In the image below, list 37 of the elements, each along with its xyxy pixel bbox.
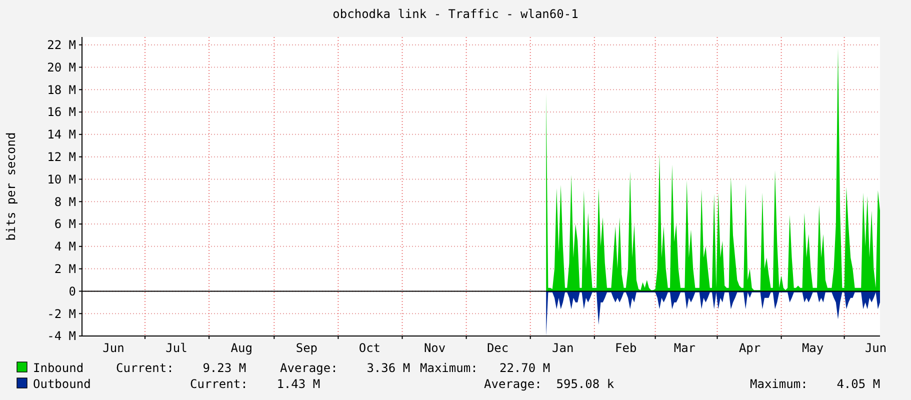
x-tick-label: Feb bbox=[615, 341, 637, 355]
x-tick-label: Mar bbox=[674, 341, 696, 355]
legend-label: Inbound bbox=[33, 361, 84, 375]
y-tick-label: 6 M bbox=[54, 217, 76, 232]
y-tick-label: 2 M bbox=[54, 262, 76, 276]
chart-title: obchodka link - Traffic - wlan60-1 bbox=[332, 7, 578, 21]
y-tick-label: 8 M bbox=[54, 194, 76, 209]
y-tick-label: 12 M bbox=[47, 150, 76, 164]
y-tick-label: 22 M bbox=[47, 38, 76, 52]
text: Average: 595.08 k bbox=[484, 377, 615, 391]
y-tick-label: 20 M bbox=[47, 60, 76, 74]
y-tick-label: 0 bbox=[68, 284, 76, 298]
y-tick-label: 16 M bbox=[47, 105, 76, 120]
y-tick-label: 18 M bbox=[47, 82, 76, 97]
x-tick-label: Jun bbox=[864, 341, 887, 355]
y-tick-label: 10 M bbox=[47, 172, 76, 186]
x-tick-label: Dec bbox=[486, 341, 509, 355]
x-tick-label: May bbox=[802, 341, 824, 355]
text: Maximum: 4.05 M bbox=[750, 377, 880, 391]
text: Current: 1.43 M bbox=[190, 377, 320, 391]
x-tick-label: Apr bbox=[738, 341, 761, 355]
y-axis-title: bits per second bbox=[4, 132, 18, 241]
legend-label: Outbound bbox=[33, 377, 91, 391]
x-tick-label: Oct bbox=[358, 341, 381, 355]
y-tick-label: -2 M bbox=[47, 306, 76, 321]
x-tick-label: Jun bbox=[102, 341, 124, 355]
text: Current: 9.23 M bbox=[116, 361, 246, 375]
text: Maximum: 22.70 M bbox=[420, 361, 550, 375]
y-tick-label: 4 M bbox=[54, 240, 76, 254]
x-tick-label: Nov bbox=[424, 341, 446, 355]
x-tick-label: Aug bbox=[230, 341, 252, 355]
y-tick-label: 14 M bbox=[47, 128, 76, 142]
text: Average: 3.36 M bbox=[280, 361, 410, 375]
y-tick-label: -4 M bbox=[47, 329, 76, 344]
x-tick-label: Sep bbox=[296, 341, 318, 355]
x-tick-label: Jul bbox=[166, 341, 188, 355]
x-tick-label: Jan bbox=[552, 341, 574, 355]
